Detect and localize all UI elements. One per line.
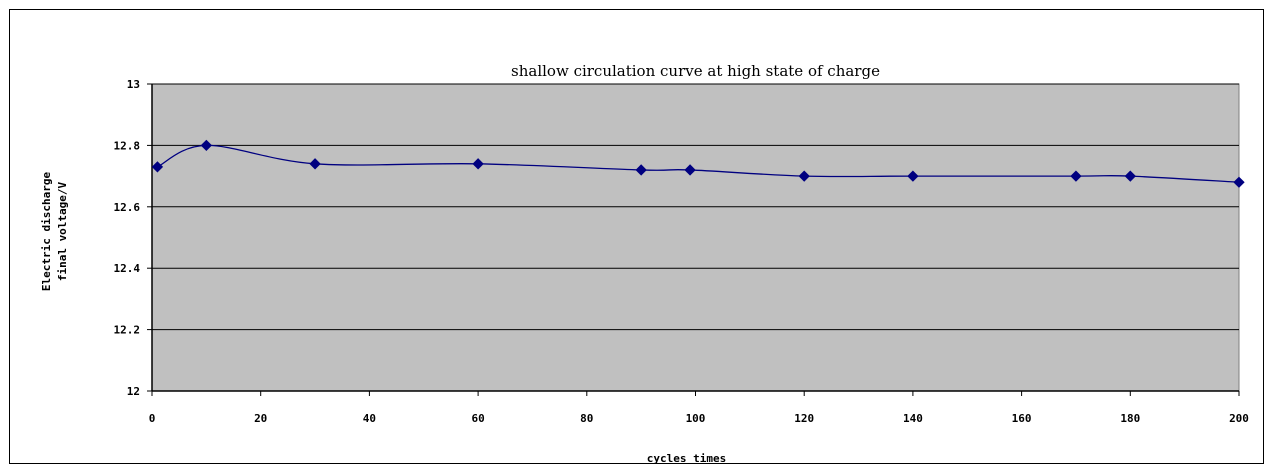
data-point-4 [635,164,647,176]
data-point-6 [798,170,810,182]
data-point-5 [684,164,696,176]
y-tick-label-1: 12.2 [114,324,141,337]
y-tick-labels: 12 12.2 12.4 12.6 12.8 13 [114,78,141,398]
y-tick-label-3: 12.6 [114,201,141,214]
x-tick-label-2: 40 [363,412,376,425]
x-tick-label-5: 100 [686,412,706,425]
data-point-1 [200,139,213,152]
x-tick-label-0: 0 [149,412,156,425]
data-point-10 [1233,176,1245,188]
chart-frame: 12 12.2 12.4 12.6 12.8 13 0 20 40 60 80 100 120 140 1… [9,9,1264,465]
y-axis-title-line2: final voltage/V [56,181,69,281]
y-axis-title-line1: Electric discharge [40,172,53,292]
x-tick-label-6: 120 [794,412,814,425]
plot-area [151,83,1240,392]
grid-lines [152,83,1239,331]
y-tick-label-2: 12.4 [114,262,141,275]
x-tick-label-7: 140 [903,412,923,425]
x-tick-label-10: 200 [1229,412,1249,425]
chart-svg: 12 12.2 12.4 12.6 12.8 13 0 20 40 60 80 100 120 140 1… [40,62,1249,465]
x-axis-title: cycles times [647,452,726,465]
data-point-7 [907,170,919,182]
x-tick-label-9: 180 [1120,412,1140,425]
x-tick-label-3: 60 [471,412,484,425]
y-axis-title: Electric discharge final voltage/V [40,172,69,292]
x-tick-label-1: 20 [254,412,267,425]
y-tick-label-5: 13 [127,78,140,91]
x-tick-label-4: 80 [580,412,593,425]
x-tick-labels: 0 20 40 60 80 100 120 140 160 180 200 [149,412,1249,425]
chart-title: shallow circulation curve at high state … [511,62,880,80]
x-tick-label-8: 160 [1012,412,1032,425]
series-markers [151,139,1245,188]
data-point-9 [1124,170,1136,182]
y-tick-label-4: 12.8 [114,139,141,152]
data-point-3 [472,158,484,170]
y-tick-label-0: 12 [127,385,140,398]
data-point-0 [151,161,164,173]
data-point-8 [1070,170,1082,182]
data-point-2 [309,158,321,170]
axes [147,83,1240,396]
